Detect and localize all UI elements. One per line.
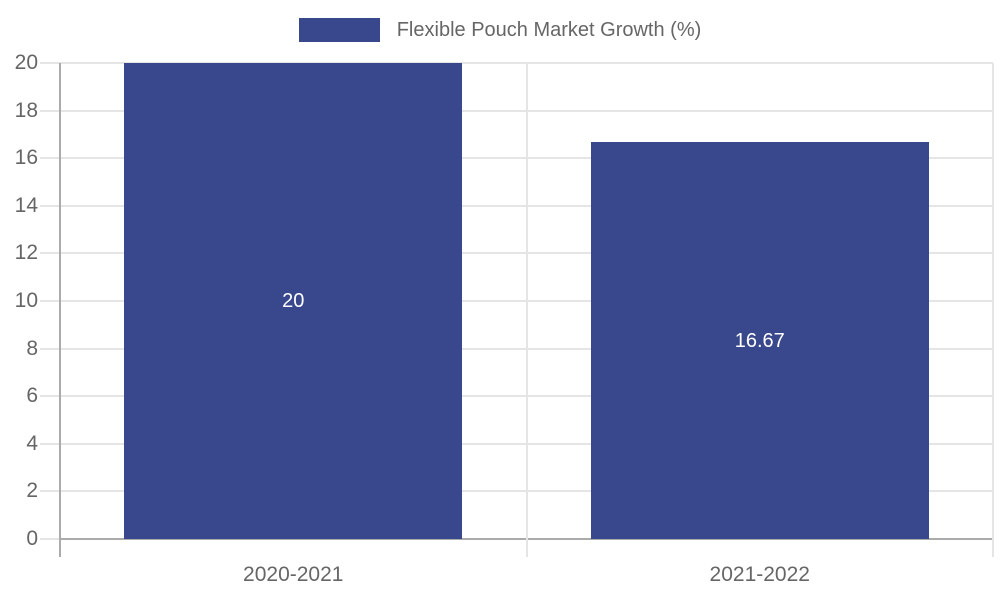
x-axis-label: 2020-2021 xyxy=(243,563,344,586)
y-tick xyxy=(40,538,60,540)
gridline-x-2 xyxy=(992,63,994,557)
y-tick xyxy=(40,395,60,398)
y-axis-label: 2 xyxy=(26,479,38,503)
y-axis-label: 20 xyxy=(14,51,38,74)
y-axis-label: 6 xyxy=(26,384,38,408)
bar-value-label: 16.67 xyxy=(734,329,785,352)
y-axis-line xyxy=(59,63,61,557)
y-axis-label: 14 xyxy=(14,193,38,217)
y-tick xyxy=(40,157,60,160)
y-tick xyxy=(40,442,60,445)
legend-label: Flexible Pouch Market Growth (%) xyxy=(396,19,702,41)
bar-2020-2021[interactable] xyxy=(124,63,463,539)
y-axis-label: 0 xyxy=(26,527,38,550)
y-axis-label: 10 xyxy=(14,289,38,312)
legend-swatch xyxy=(298,18,380,42)
bar-2021-2022[interactable] xyxy=(590,142,929,539)
y-axis-label: 12 xyxy=(14,241,38,265)
y-tick xyxy=(40,62,60,64)
x-axis-label: 2021-2022 xyxy=(709,563,810,586)
gridline-x-1 xyxy=(525,63,528,557)
chart-legend[interactable]: Flexible Pouch Market Growth (%) xyxy=(0,16,1000,44)
y-tick xyxy=(40,252,60,255)
y-tick xyxy=(40,204,60,207)
y-axis-label: 18 xyxy=(14,98,38,122)
y-axis-label: 16 xyxy=(14,146,38,170)
y-tick xyxy=(40,490,60,493)
bar-value-label: 20 xyxy=(282,290,305,312)
y-tick xyxy=(40,347,60,350)
y-axis-label: 8 xyxy=(26,336,38,360)
y-tick xyxy=(40,109,60,112)
y-axis-label: 4 xyxy=(26,431,38,455)
y-tick xyxy=(40,300,60,302)
